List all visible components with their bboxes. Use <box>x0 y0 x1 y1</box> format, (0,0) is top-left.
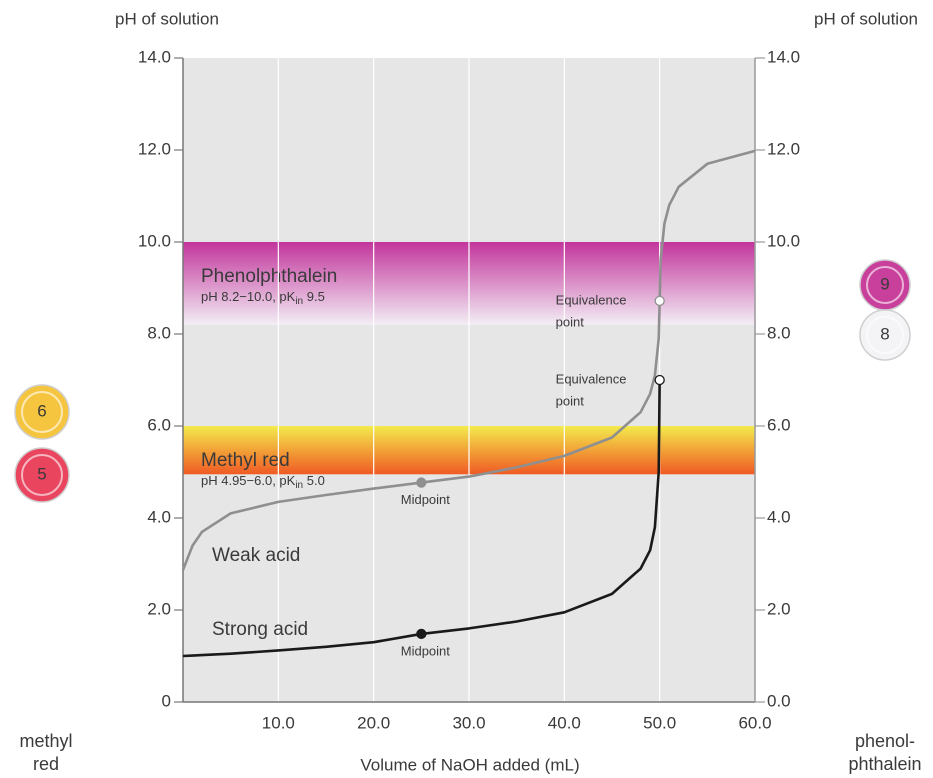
band-note-part: in <box>295 480 303 491</box>
y-tick-label: 0 <box>162 691 171 710</box>
y2-tick-label: 10.0 <box>767 231 800 250</box>
x-tick-label: 50.0 <box>643 713 676 732</box>
indicator-name: phthalein <box>848 754 921 774</box>
y2-tick-label: 12.0 <box>767 139 800 158</box>
annotation-label: point <box>556 393 585 408</box>
band-note-part: pH 8.2−10.0, pK <box>201 289 296 304</box>
annotation-point <box>416 477 427 488</box>
y-tick-label: 10.0 <box>138 231 171 250</box>
curve <box>181 149 756 571</box>
band-note-part: 9.5 <box>303 289 325 304</box>
x-tick-label: 10.0 <box>262 713 295 732</box>
y2-tick-label: 6.0 <box>767 415 791 434</box>
y-tick-label: 6.0 <box>147 415 171 434</box>
annotation-label: Equivalence <box>556 292 627 307</box>
x-tick-label: 40.0 <box>548 713 581 732</box>
swatch-label: 6 <box>37 401 46 420</box>
y-tick-label: 14.0 <box>138 47 171 66</box>
x-tick-label: 60.0 <box>738 713 771 732</box>
x-axis-title: Volume of NaOH added (mL) <box>360 755 579 774</box>
band-note-part: in <box>295 296 303 307</box>
annotation-label: Midpoint <box>401 492 451 507</box>
y2-tick-label: 2.0 <box>767 599 791 618</box>
y-axis-title: pH of solution <box>115 9 219 28</box>
y-tick-label: 4.0 <box>147 507 171 526</box>
swatch-inner <box>866 266 904 304</box>
indicator-name: red <box>33 754 59 774</box>
x-tick-label: 30.0 <box>452 713 485 732</box>
x-tick-label: 20.0 <box>357 713 390 732</box>
annotation-label: Equivalence <box>556 371 627 386</box>
y2-axis-title: pH of solution <box>814 9 918 28</box>
y-tick-label: 12.0 <box>138 139 171 158</box>
curve-label: Strong acid <box>212 619 308 640</box>
swatch-label: 8 <box>880 324 889 343</box>
swatch-label: 9 <box>880 274 889 293</box>
y2-tick-label: 8.0 <box>767 323 791 342</box>
curve <box>182 379 661 658</box>
annotation-point <box>654 374 665 386</box>
swatch-label: 5 <box>37 464 46 483</box>
y2-tick-label: 0.0 <box>767 691 791 710</box>
y-tick-label: 2.0 <box>147 599 171 618</box>
annotation-label: point <box>556 314 585 329</box>
band-note-part: pH 4.95−6.0, pK <box>201 473 296 488</box>
annotation-label: Midpoint <box>401 643 451 658</box>
curve-label: Weak acid <box>212 545 300 566</box>
band-note-part: 5.0 <box>303 473 325 488</box>
y-tick-label: 8.0 <box>147 323 171 342</box>
indicator-name: phenol- <box>855 731 915 751</box>
band-note: pH 4.95−6.0, pKin 5.0 <box>201 473 325 490</box>
band-note: pH 8.2−10.0, pKin 9.5 <box>201 289 325 306</box>
swatch-inner <box>21 454 63 496</box>
y2-tick-label: 4.0 <box>767 507 791 526</box>
band-name: Phenolphthalein <box>201 266 337 287</box>
annotation-point <box>654 295 665 307</box>
annotation-point <box>416 628 427 640</box>
swatch-inner <box>21 391 63 433</box>
swatch-inner <box>866 316 904 354</box>
y2-tick-label: 14.0 <box>767 47 800 66</box>
band-name: Methyl red <box>201 450 290 471</box>
indicator-name: methyl <box>19 731 72 751</box>
